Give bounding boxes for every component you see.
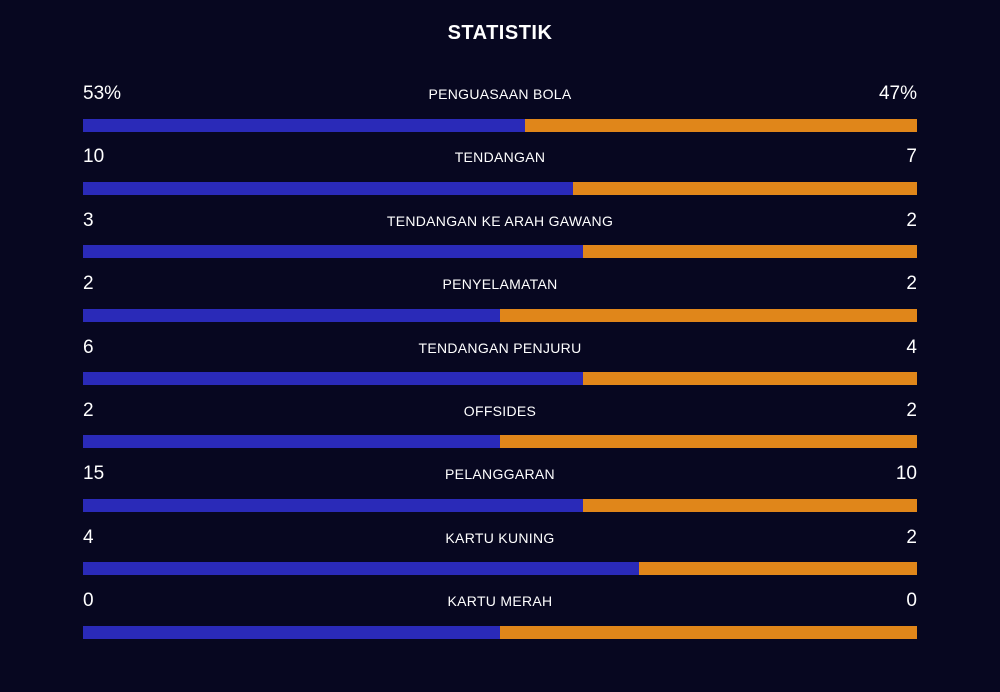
home-value: 3 (83, 209, 94, 231)
away-bar-fill (583, 372, 917, 386)
home-bar-fill (83, 118, 526, 132)
away-value: 2 (906, 399, 917, 421)
comparison-bar (83, 498, 917, 512)
stat-label: TENDANGAN PENJURU (418, 339, 582, 356)
away-bar-fill (583, 245, 917, 259)
stat-header: 4 KARTU KUNING 2 (83, 524, 917, 552)
stats-list: 53% PENGUASAAN BOLA 47% 10 TENDANGAN 7 3… (83, 80, 917, 651)
home-value: 15 (83, 463, 105, 485)
stat-header: 0 KARTU MERAH 0 (83, 587, 917, 615)
home-value: 4 (83, 526, 94, 548)
away-bar-fill (583, 498, 917, 512)
away-value: 2 (906, 209, 917, 231)
home-bar-fill (83, 562, 640, 576)
comparison-bar (83, 435, 917, 449)
away-value: 47% (878, 83, 917, 104)
comparison-bar (83, 181, 917, 195)
stat-row: 3 TENDANGAN KE ARAH GAWANG 2 (83, 207, 917, 270)
away-value: 0 (906, 590, 917, 612)
stat-label: PELANGGARAN (445, 466, 555, 483)
stat-row: 2 OFFSIDES 2 (83, 397, 917, 460)
home-bar-fill (83, 181, 574, 195)
away-bar-fill (525, 118, 917, 132)
stat-header: 15 PELANGGARAN 10 (83, 460, 917, 488)
away-bar-fill (573, 181, 917, 195)
away-bar-fill (639, 562, 917, 576)
comparison-bar (83, 245, 917, 259)
stat-label: PENGUASAAN BOLA (428, 86, 572, 102)
stat-header: 53% PENGUASAAN BOLA 47% (83, 80, 917, 108)
away-value: 10 (895, 463, 917, 485)
away-bar-fill (500, 625, 917, 639)
stat-header: 2 PENYELAMATAN 2 (83, 270, 917, 298)
home-value: 53% (83, 83, 122, 104)
home-bar-fill (83, 372, 584, 386)
away-value: 4 (906, 336, 917, 358)
home-value: 2 (83, 273, 94, 295)
stat-row: 4 KARTU KUNING 2 (83, 524, 917, 587)
comparison-bar (83, 308, 917, 322)
away-value: 2 (906, 526, 917, 548)
stat-header: 3 TENDANGAN KE ARAH GAWANG 2 (83, 207, 917, 235)
stat-label: TENDANGAN KE ARAH GAWANG (386, 212, 614, 229)
home-bar-fill (83, 498, 584, 512)
stat-row: 10 TENDANGAN 7 (83, 143, 917, 206)
stat-label: KARTU MERAH (447, 593, 553, 610)
page-title: STATISTIK (447, 22, 553, 44)
home-value: 2 (83, 399, 94, 421)
away-bar-fill (500, 308, 917, 322)
stat-row: 6 TENDANGAN PENJURU 4 (83, 334, 917, 397)
home-bar-fill (83, 245, 584, 259)
stat-row: 0 KARTU MERAH 0 (83, 587, 917, 650)
away-value: 7 (906, 146, 917, 168)
stat-label: OFFSIDES (463, 402, 537, 419)
stat-label: KARTU KUNING (445, 529, 555, 546)
away-value: 2 (906, 273, 917, 295)
stat-row: 2 PENYELAMATAN 2 (83, 270, 917, 333)
stat-label: TENDANGAN (454, 149, 546, 166)
comparison-bar (83, 372, 917, 386)
stat-label: PENYELAMATAN (442, 276, 558, 293)
home-bar-fill (83, 435, 500, 449)
home-bar-fill (83, 625, 500, 639)
home-value: 6 (83, 336, 94, 358)
home-value: 10 (83, 146, 105, 168)
comparison-bar (83, 118, 917, 132)
stat-header: 10 TENDANGAN 7 (83, 143, 917, 171)
stat-row: 53% PENGUASAAN BOLA 47% (83, 80, 917, 143)
home-bar-fill (83, 308, 500, 322)
home-value: 0 (83, 590, 94, 612)
comparison-bar (83, 562, 917, 576)
stat-header: 2 OFFSIDES 2 (83, 397, 917, 425)
stat-header: 6 TENDANGAN PENJURU 4 (83, 334, 917, 362)
comparison-bar (83, 625, 917, 639)
away-bar-fill (500, 435, 917, 449)
stat-row: 15 PELANGGARAN 10 (83, 460, 917, 523)
